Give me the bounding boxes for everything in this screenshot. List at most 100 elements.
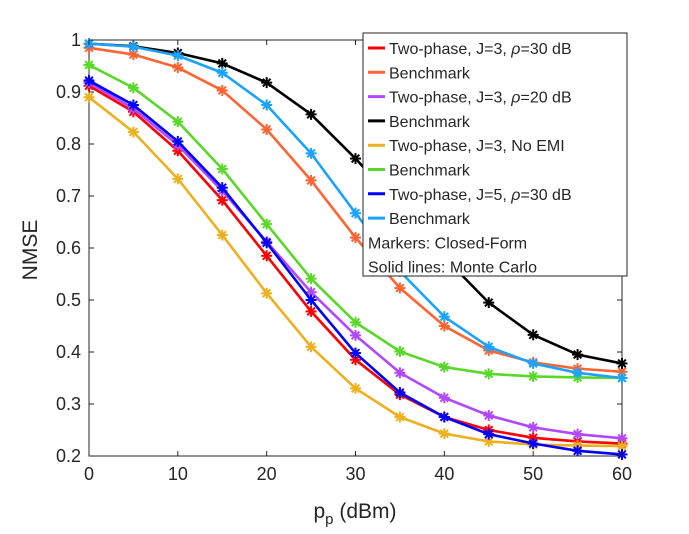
data-point [572, 428, 584, 440]
plot-area [83, 38, 628, 460]
data-point [483, 409, 495, 421]
data-point [261, 250, 273, 262]
x-tick-label: 0 [84, 464, 94, 484]
legend-label: Two-phase, J=5, ρ=30 dB [389, 187, 572, 204]
y-tick-label: 0.4 [56, 342, 81, 362]
y-tick-label: 0.7 [56, 186, 81, 206]
data-point [527, 370, 539, 382]
data-point [305, 341, 317, 353]
x-tick-label: 40 [434, 464, 454, 484]
x-axis-ticks: 0 10 20 30 40 50 60 [84, 40, 632, 484]
data-point [261, 99, 273, 111]
data-point [394, 345, 406, 357]
data-point [394, 282, 406, 294]
data-point [305, 305, 317, 317]
data-point [527, 357, 539, 369]
data-point [216, 182, 228, 194]
data-point [572, 349, 584, 361]
data-point [438, 320, 450, 332]
data-point [305, 174, 317, 186]
data-point [261, 123, 273, 135]
data-point [394, 411, 406, 423]
data-point [527, 329, 539, 341]
data-point [394, 367, 406, 379]
data-point [172, 62, 184, 74]
x-tick-label: 20 [257, 464, 277, 484]
data-point [483, 341, 495, 353]
legend-box [362, 32, 628, 277]
legend-note: Markers: Closed-Form [368, 235, 527, 252]
y-tick-label: 0.3 [56, 394, 81, 414]
legend-label: Two-phase, J=3, ρ=30 dB [389, 41, 572, 58]
data-point [127, 82, 139, 94]
data-point [216, 67, 228, 79]
legend-item: Benchmark [368, 65, 471, 82]
x-tick-label: 60 [612, 464, 632, 484]
legend-item: Benchmark [368, 211, 471, 228]
legend-item: Two-phase, J=3, No EMI [368, 138, 565, 155]
data-point [83, 91, 95, 103]
data-point [350, 382, 361, 394]
legend-label: Two-phase, J=3, No EMI [389, 138, 565, 155]
legend-label: Benchmark [389, 65, 471, 82]
data-point [438, 361, 450, 373]
data-point [172, 173, 184, 185]
data-point [572, 445, 584, 457]
data-point [127, 126, 139, 138]
data-point [616, 357, 628, 369]
data-point [350, 329, 361, 341]
data-point [216, 229, 228, 241]
x-tick-label: 30 [345, 464, 365, 484]
data-point [350, 316, 361, 328]
data-point [616, 372, 628, 384]
data-point [527, 438, 539, 450]
y-axis-ticks: 0.2 0.3 0.4 0.5 0.6 0.7 0.8 0.9 1 [56, 30, 622, 466]
data-point [350, 232, 361, 244]
y-tick-label: 0.6 [56, 238, 81, 258]
data-point [350, 153, 361, 165]
data-point [127, 99, 139, 111]
data-point [261, 237, 273, 249]
data-point [483, 435, 495, 447]
data-point [438, 392, 450, 404]
x-tick-label: 10 [168, 464, 188, 484]
legend: Two-phase, J=3, ρ=30 dB Benchmark Two-phas… [362, 32, 628, 277]
data-point [527, 421, 539, 433]
legend-label: Benchmark [389, 211, 471, 228]
data-point [172, 116, 184, 128]
legend-item: Two-phase, J=3, ρ=20 dB [368, 90, 572, 107]
x-axis-label: pp (dBm) [313, 500, 396, 528]
legend-note: Solid lines: Monte Carlo [368, 260, 537, 277]
data-point [83, 75, 95, 87]
data-point [216, 84, 228, 96]
data-point [261, 218, 273, 230]
y-tick-label: 0.2 [56, 446, 81, 466]
legend-item: Benchmark [368, 114, 471, 131]
legend-label: Benchmark [389, 163, 471, 180]
x-tick-label: 50 [523, 464, 543, 484]
y-tick-label: 0.9 [56, 82, 81, 102]
y-tick-label: 1 [71, 30, 81, 50]
data-point [305, 108, 317, 120]
data-point [216, 163, 228, 175]
data-point [305, 273, 317, 285]
data-point [483, 428, 495, 440]
data-point [83, 59, 95, 71]
legend-item: Two-phase, J=3, ρ=30 dB [368, 41, 572, 58]
data-point [216, 57, 228, 69]
y-axis-label: NMSE [19, 220, 42, 281]
data-point [394, 387, 406, 399]
data-point [438, 311, 450, 323]
data-point [216, 194, 228, 206]
data-point [350, 207, 361, 219]
data-point [483, 368, 495, 380]
data-point [438, 411, 450, 423]
data-point [483, 297, 495, 309]
data-point [305, 294, 317, 306]
legend-item: Two-phase, J=5, ρ=30 dB [368, 187, 572, 204]
legend-item: Benchmark [368, 163, 471, 180]
data-point [305, 147, 317, 159]
data-point [350, 347, 361, 359]
legend-label: Benchmark [389, 114, 471, 131]
